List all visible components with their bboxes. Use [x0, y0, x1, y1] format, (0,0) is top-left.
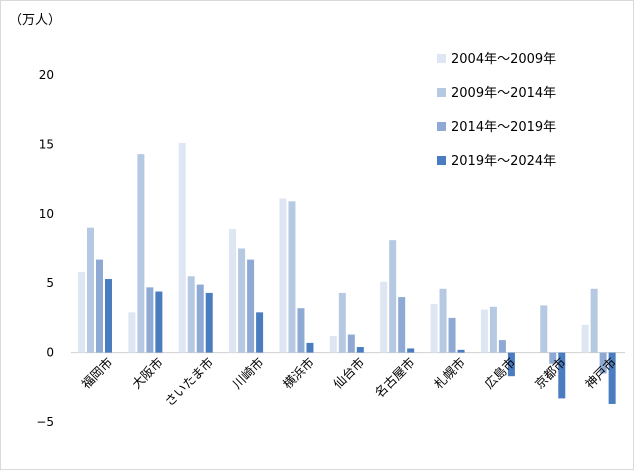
bar — [87, 227, 94, 353]
bar — [155, 291, 163, 353]
bar — [430, 304, 438, 353]
bar — [356, 347, 364, 353]
unit-label: （万人） — [9, 13, 62, 28]
y-tick-label: 0 — [46, 346, 54, 360]
bar — [398, 297, 406, 353]
bar — [256, 312, 264, 353]
bar — [489, 306, 497, 353]
bar — [238, 248, 246, 353]
y-tick-label: 5 — [46, 276, 54, 290]
bar — [247, 259, 255, 353]
legend-swatch — [437, 88, 446, 97]
bar — [498, 340, 506, 353]
legend-swatch — [437, 156, 446, 165]
bar — [608, 352, 616, 404]
bar — [288, 201, 296, 353]
y-tick-label: 15 — [39, 137, 54, 151]
bar — [137, 154, 145, 353]
bar — [187, 276, 195, 353]
legend-swatch — [437, 54, 446, 63]
bar — [549, 352, 557, 364]
bar — [448, 317, 456, 353]
bar — [306, 342, 314, 353]
bar — [279, 198, 287, 353]
legend-label: 2009年～2014年 — [451, 86, 556, 101]
bar — [507, 352, 515, 377]
bar — [480, 309, 488, 353]
y-tick-label: −5 — [36, 415, 54, 429]
bar — [540, 305, 548, 353]
bar — [590, 288, 598, 353]
bar — [105, 279, 112, 353]
bar — [347, 334, 355, 353]
legend: 2004年～2009年 2009年～2014年 2014年～2019年 2019年～2… — [437, 52, 556, 169]
bar — [178, 143, 186, 353]
category-label: 大阪市 — [129, 355, 166, 392]
bar — [380, 281, 388, 353]
category-label: 川崎市 — [229, 355, 266, 392]
category-label: さいたま市 — [162, 355, 217, 410]
category-label: 横浜市 — [280, 355, 317, 392]
category-label: 仙台市 — [330, 355, 367, 392]
bars — [78, 143, 616, 404]
bar — [205, 292, 213, 353]
category-label: 名古屋市 — [372, 355, 418, 401]
bar — [229, 229, 237, 353]
legend-label: 2019年～2024年 — [451, 154, 556, 169]
category-label: 札幌市 — [431, 355, 468, 392]
bar — [389, 240, 397, 353]
bar — [338, 292, 346, 353]
bar — [581, 324, 589, 353]
bar — [329, 335, 337, 353]
legend-label: 2004年～2009年 — [451, 52, 556, 67]
bar — [407, 348, 415, 353]
bar — [457, 349, 465, 353]
bar — [297, 308, 305, 353]
legend-label: 2014年～2019年 — [451, 120, 556, 135]
bar — [146, 287, 154, 353]
y-tick-label: 20 — [39, 68, 54, 82]
bar — [78, 272, 85, 353]
legend-swatch — [437, 122, 446, 131]
bar — [439, 288, 447, 353]
category-label: 福岡市 — [78, 355, 115, 392]
bar — [558, 352, 566, 399]
bar — [128, 312, 136, 353]
bar — [196, 284, 204, 353]
bar — [96, 259, 103, 353]
y-tick-label: 10 — [39, 207, 54, 221]
bar — [599, 352, 607, 374]
